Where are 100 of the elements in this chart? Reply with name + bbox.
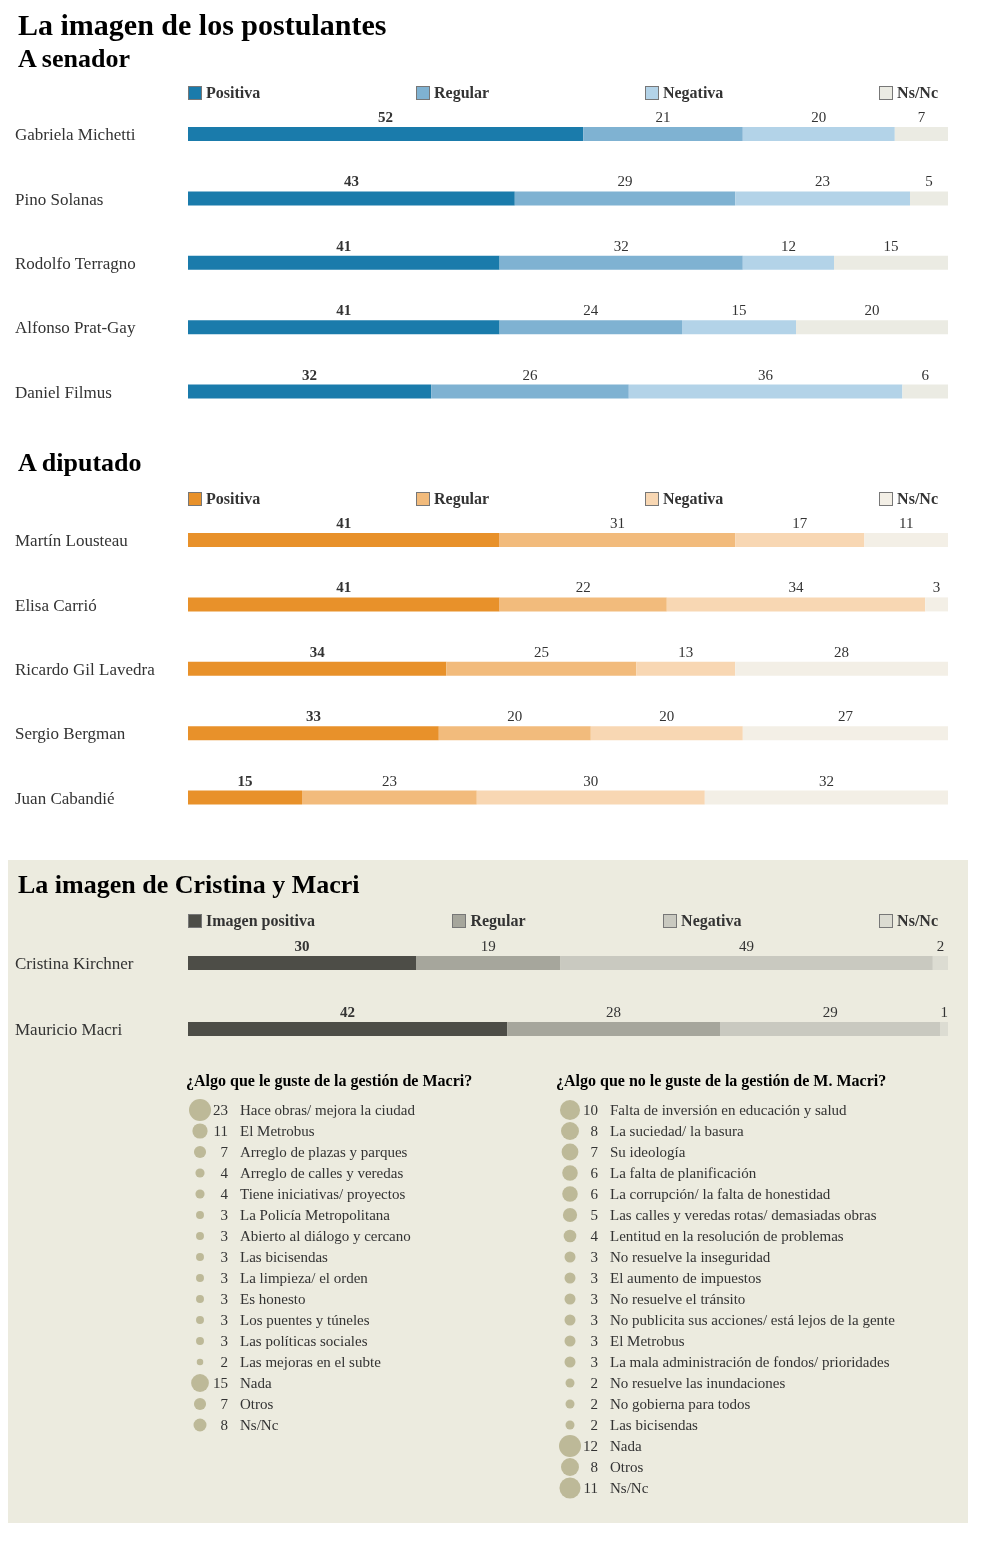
data-label: 4: [590, 1228, 599, 1244]
data-label: 15: [731, 302, 747, 319]
bar: [188, 320, 500, 335]
data-label: 28: [834, 643, 850, 660]
category-label: La limpieza/ el orden: [240, 1270, 369, 1286]
legend-label: Negativa: [680, 912, 742, 930]
data-label: 41: [336, 302, 352, 319]
category-label: Ns/Nc: [610, 1480, 649, 1496]
data-label: 42: [340, 1004, 356, 1020]
data-label: 3: [590, 1333, 598, 1349]
y-tick-label: Daniel Filmus: [15, 382, 112, 402]
category-label: La Policía Metropolitana: [240, 1207, 391, 1223]
data-label: 2: [590, 1396, 598, 1412]
data-label: 3: [590, 1270, 598, 1286]
legend-label: Regular: [433, 84, 490, 102]
y-tick-label: Mauricio Macri: [15, 1020, 123, 1040]
bar: [925, 597, 948, 612]
bar: [940, 1022, 948, 1036]
y-tick-label: Alfonso Prat-Gay: [15, 318, 136, 338]
bar: [742, 127, 895, 141]
data-label: 41: [336, 515, 352, 531]
bar: [894, 127, 948, 141]
bar: [188, 255, 500, 270]
data-label: 4: [220, 1165, 229, 1181]
data-label: 7: [220, 1396, 229, 1412]
data-label: 5: [590, 1207, 598, 1223]
data-label: 32: [818, 772, 834, 789]
data-label: 29: [617, 173, 633, 190]
bar: [416, 956, 561, 970]
bar: [302, 790, 477, 805]
data-label: 20: [507, 708, 523, 725]
bar: [910, 191, 948, 206]
data-label: 3: [220, 1270, 228, 1286]
bar: [188, 597, 500, 612]
chart-title: A diputado: [18, 448, 143, 478]
data-label: 8: [220, 1417, 228, 1433]
bar: [188, 384, 432, 399]
data-label: 23: [381, 772, 397, 789]
data-label: 23: [213, 1102, 228, 1118]
category-label: Los puentes y túneles: [240, 1312, 370, 1328]
bar: [902, 384, 948, 399]
category-label: Las mejoras en el subte: [240, 1354, 382, 1370]
bar: [590, 726, 743, 741]
data-label: 7: [590, 1144, 599, 1160]
data-label: 2: [936, 938, 945, 954]
data-label: 6: [590, 1165, 599, 1181]
bar: [704, 790, 948, 805]
legend-label: Positiva: [205, 84, 261, 102]
bar: [499, 255, 743, 270]
category-label: El Metrobus: [240, 1123, 315, 1139]
bar: [188, 533, 500, 547]
data-label: 34: [309, 643, 326, 660]
category-label: Arreglo de calles y veredas: [240, 1165, 404, 1181]
data-label: 3: [220, 1312, 228, 1328]
data-label: 3: [590, 1249, 598, 1265]
bar: [431, 384, 629, 399]
data-label: 11: [898, 515, 914, 531]
category-label: El aumento de impuestos: [610, 1270, 762, 1286]
chart-subtitle: A senador: [18, 44, 131, 74]
y-tick-label: Pino Solanas: [15, 189, 104, 209]
y-tick-label: Rodolfo Terragno: [15, 254, 136, 274]
bar: [735, 191, 910, 206]
data-label: 7: [220, 1144, 229, 1160]
y-tick-label: Martín Lousteau: [15, 531, 129, 551]
data-label: 3: [590, 1354, 598, 1370]
data-label: 27: [837, 708, 854, 725]
bar: [499, 597, 667, 612]
bar: [446, 661, 637, 676]
data-label: 2: [220, 1354, 228, 1370]
category-label: Tiene iniciativas/ proyectos: [240, 1186, 406, 1202]
legend-label: Positiva: [205, 490, 261, 508]
category-label: Ns/Nc: [240, 1417, 279, 1433]
bar: [188, 661, 447, 676]
data-label: 15: [213, 1375, 228, 1391]
data-label: 1: [940, 1004, 948, 1020]
data-label: 31: [609, 515, 625, 531]
category-label: El Metrobus: [610, 1333, 685, 1349]
bar: [682, 320, 796, 335]
bar: [636, 661, 736, 676]
data-label: 21: [655, 109, 671, 125]
data-label: 20: [811, 109, 827, 125]
data-label: 41: [336, 579, 352, 596]
bar: [864, 533, 948, 547]
data-label: 49: [739, 938, 755, 954]
data-label: 24: [583, 302, 599, 319]
bar: [507, 1022, 720, 1036]
y-tick-label: Gabriela Michetti: [15, 125, 136, 145]
bar: [188, 191, 515, 206]
data-label: 17: [792, 515, 808, 531]
bar: [188, 1022, 508, 1036]
legend-label: Ns/Nc: [896, 490, 938, 508]
bar: [499, 533, 736, 547]
data-label: 26: [522, 366, 538, 383]
data-label: 43: [343, 173, 359, 190]
bar: [476, 790, 705, 805]
category-label: Falta de inversión en educación y salud: [610, 1102, 848, 1118]
data-label: 20: [659, 708, 675, 725]
bar: [188, 726, 439, 741]
bar: [735, 661, 948, 676]
category-label: Hace obras/ mejora la ciudad: [240, 1102, 416, 1118]
